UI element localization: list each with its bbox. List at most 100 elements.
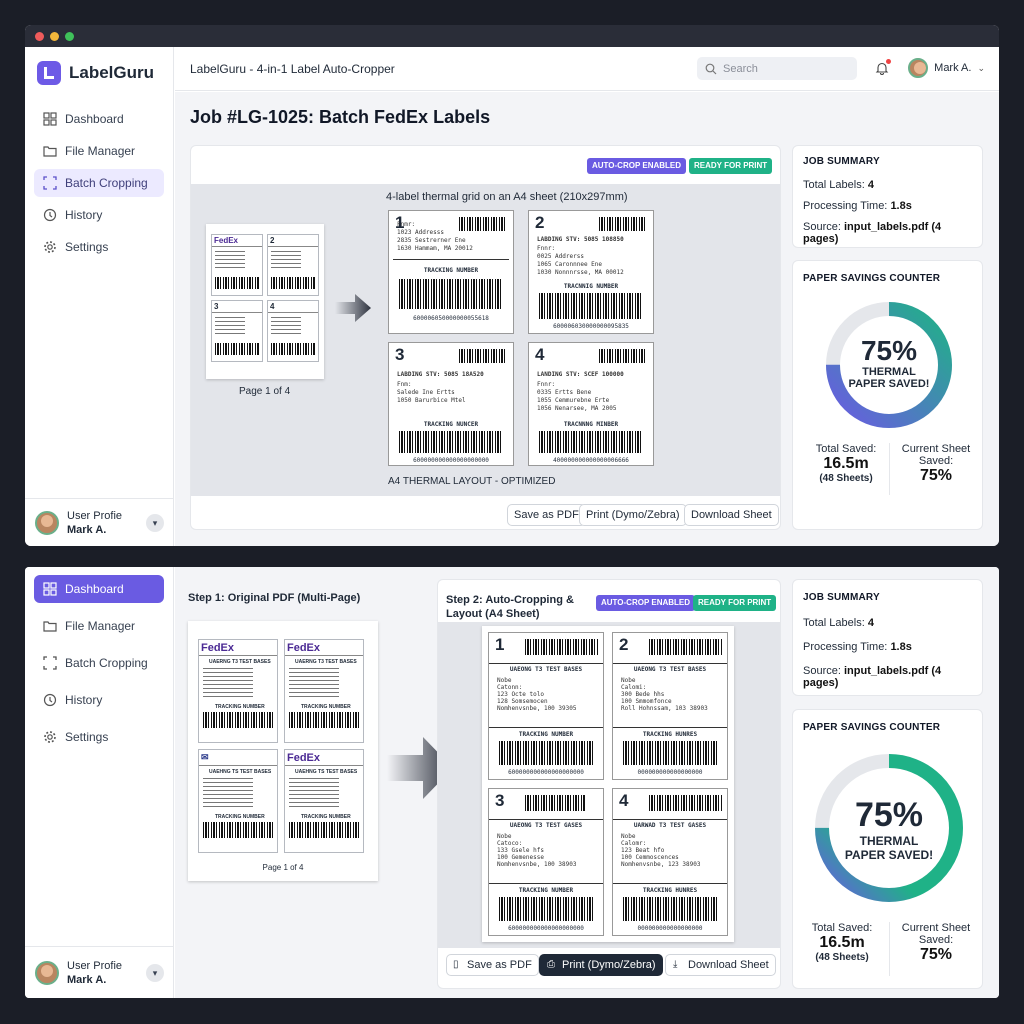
a4-sheet[interactable]: 1 UAEONG T3 TEST BASES Nobe Catonn: 123 …: [482, 626, 734, 942]
sidebar: LabelGuru Dashboard File Manager Batch C…: [25, 47, 174, 546]
avatar: [908, 58, 929, 78]
print-button[interactable]: ⎙ Print (Dymo/Zebra): [539, 954, 663, 976]
address-line: LABDING STV: 5085 18A520: [397, 371, 484, 378]
close-window-icon[interactable]: [35, 31, 44, 41]
auto-crop-badge: AUTO-CROP ENABLED: [596, 595, 696, 611]
tracking-value: 600000000000000000000: [413, 457, 489, 464]
save-pdf-button[interactable]: Save as PDF: [507, 504, 586, 526]
sidebar-item-settings[interactable]: Settings: [34, 723, 164, 751]
maximize-window-icon[interactable]: [65, 31, 74, 41]
sidebar-item-file-manager[interactable]: File Manager: [34, 137, 164, 165]
sidebar-item-history[interactable]: History: [34, 201, 164, 229]
address-line: 1065 Caronnnee Ene: [537, 261, 603, 268]
label-number: 1: [395, 213, 405, 232]
address-line: Nobe: [621, 833, 636, 840]
sidebar-item-file-manager[interactable]: File Manager: [34, 612, 164, 640]
source-label: Source:: [803, 665, 841, 677]
total-saved-stat: Total Saved: 16.5m (48 Sheets): [801, 443, 891, 484]
address-line: 0025 Addrerss: [537, 253, 584, 260]
current-sheet-label2: Saved:: [918, 934, 954, 946]
sidebar-item-label: Batch Cropping: [65, 656, 148, 670]
a4-sheet[interactable]: 1 Fnmr: 1023 Addresss 2835 Sestrerner En…: [386, 208, 656, 470]
savings-progress-arc: [826, 302, 952, 428]
label-number: 3: [395, 345, 405, 364]
savings-line1: THERMAL: [859, 834, 919, 848]
tracking-label: TRACKING HUNRES: [613, 883, 727, 894]
processing-time-value: 1.8s: [890, 641, 912, 653]
notification-dot: [886, 59, 891, 64]
original-page-thumbnail[interactable]: FedEx 2 3 4: [206, 224, 324, 379]
current-sheet-stat: Current Sheet Saved: 75%: [893, 922, 979, 964]
source-value: input_labels.pdf (4 pages): [803, 221, 942, 245]
label-header: UAEONG T3 TEST BASES: [489, 663, 603, 673]
address-line: Nobe: [497, 677, 512, 684]
source-row: Source: input_labels.pdf (4 pages): [803, 665, 972, 689]
window-title: LabelGuru - 4-in-1 Label Auto-Cropper: [190, 61, 395, 76]
chevron-down-icon[interactable]: ▾: [146, 963, 164, 982]
address-line: Roll Hohnssam, 103 38903: [621, 705, 708, 712]
user-role: User Profie: [67, 509, 123, 522]
current-sheet-label: Current Sheet: [901, 922, 971, 934]
current-sheet-label: Current Sheet: [901, 443, 971, 455]
sidebar-item-batch-cropping[interactable]: Batch Cropping: [34, 649, 164, 677]
folder-icon: [43, 621, 57, 632]
window-titlebar: [25, 25, 999, 47]
paper-savings-card: PAPER SAVINGS COUNTER 75% THERMAL PAPER …: [792, 260, 983, 530]
original-pdf-page[interactable]: FedEx UAERNG T3 TEST BASES TRACKING NUMBER…: [188, 621, 378, 881]
user-profile[interactable]: User Profie Mark A. ▾: [25, 946, 174, 998]
sidebar-item-batch-cropping[interactable]: Batch Cropping: [34, 169, 164, 197]
fedex-logo: FedEx: [285, 640, 363, 656]
address-line: 100 Gemenesse: [497, 854, 544, 861]
processing-time-label: Processing Time:: [803, 200, 888, 212]
label-header: UAEHNG TS TEST BASES: [209, 769, 272, 775]
processing-time-row: Processing Time: 1.8s: [803, 200, 972, 212]
sidebar-item-dashboard[interactable]: Dashboard: [34, 105, 164, 133]
address-line: 123 Beat hfo: [621, 847, 665, 854]
user-profile[interactable]: User Profie Mark A. ▾: [25, 498, 174, 546]
tracking-value: 000000000000000000: [637, 769, 703, 776]
mini-label: 4: [267, 300, 319, 362]
layout-caption: A4 THERMAL LAYOUT - OPTIMIZED: [388, 476, 556, 487]
label-header: UAERNG T3 TEST BASES: [295, 659, 357, 665]
download-sheet-button[interactable]: Download Sheet: [684, 504, 779, 526]
label-header: UAERNG T3 TEST BASES: [209, 659, 271, 665]
sidebar-item-settings[interactable]: Settings: [34, 233, 164, 261]
header-user-name: Mark A.: [934, 62, 972, 74]
notification-bell-icon[interactable]: [875, 59, 891, 75]
tracking-value: 400000000000000006666: [553, 457, 629, 464]
paper-savings-card: PAPER SAVINGS COUNTER 75% THERMAL PAPER …: [792, 709, 983, 989]
mini-label: 2: [267, 234, 319, 296]
avatar: [35, 960, 59, 985]
address-line: 100 Smmomfonce: [621, 698, 672, 705]
savings-progress-arc: [815, 754, 963, 902]
save-pdf-button[interactable]: ▯ Save as PDF: [446, 954, 539, 976]
job-summary-heading: JOB SUMMARY: [803, 592, 880, 603]
mini-label: FedEx UAERNG T3 TEST BASES TRACKING NUMBER: [198, 639, 278, 743]
address-line: Calomr:: [621, 840, 647, 847]
mini-label: FedEx: [211, 234, 263, 296]
job-summary-heading: JOB SUMMARY: [803, 156, 880, 167]
chevron-down-icon[interactable]: ▾: [146, 513, 164, 532]
brand-logo[interactable]: LabelGuru: [25, 47, 173, 99]
tracking-label: TRACKING NUMBER: [489, 727, 603, 738]
sidebar-item-history[interactable]: History: [34, 686, 164, 714]
grid-caption: 4-label thermal grid on an A4 sheet (210…: [386, 191, 628, 203]
address-line: Fnnr:: [537, 245, 556, 252]
download-sheet-button[interactable]: ⤓ Download Sheet: [665, 954, 776, 976]
search-input[interactable]: Search: [697, 57, 857, 80]
arrow-right-icon: [335, 294, 371, 322]
sidebar-item-label: History: [65, 693, 103, 707]
savings-percent: 75%: [860, 335, 918, 366]
gear-icon: [44, 731, 56, 743]
address-line: 1050 Barurbice Mtel: [397, 397, 466, 404]
mini-label: FedEx UAEHNG TS TEST BASES TRACKING NUMBER: [284, 749, 364, 853]
sidebar-item-dashboard[interactable]: Dashboard: [34, 575, 164, 603]
minimize-window-icon[interactable]: [50, 31, 59, 41]
savings-line2: PAPER SAVED!: [844, 848, 934, 862]
source-row: Source: input_labels.pdf (4 pages): [803, 221, 972, 245]
print-button[interactable]: Print (Dymo/Zebra): [579, 504, 687, 526]
address-line: 1023 Addresss: [397, 229, 444, 236]
step2-title-line1: Step 2: Auto-Cropping &: [446, 594, 574, 606]
tracking-value: 600000000000000000000: [508, 769, 584, 776]
header-user-menu[interactable]: Mark A. ⌄: [908, 58, 985, 78]
